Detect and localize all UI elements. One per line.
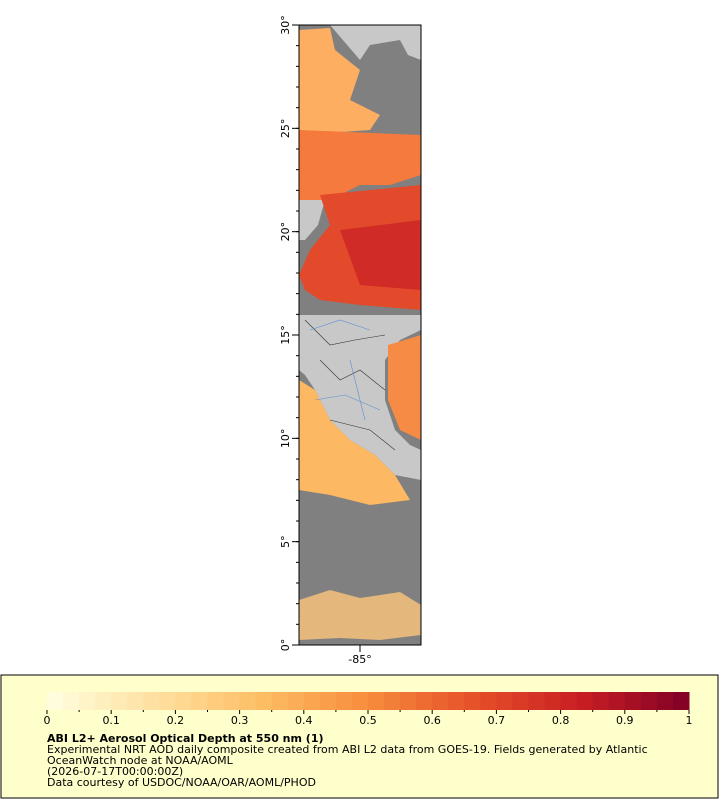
- colorbar-swatch: [560, 692, 578, 710]
- colorbar-tick-label: 0: [44, 714, 51, 727]
- colorbar-swatch: [592, 692, 610, 710]
- colorbar-tick-label: 0.4: [295, 714, 313, 727]
- aerosol-patch: [299, 130, 421, 200]
- y-tick-label: 10°: [279, 429, 292, 449]
- colorbar-swatch: [143, 692, 160, 710]
- border-line: [304, 319, 396, 451]
- colorbar-swatch: [47, 692, 64, 710]
- colorbar-swatch: [400, 692, 417, 710]
- colorbar-swatch: [448, 692, 465, 710]
- legend-line: Experimental NRT AOD daily composite cre…: [47, 743, 648, 756]
- colorbar-swatch: [127, 692, 144, 710]
- aerosol-patch: [299, 28, 380, 135]
- colorbar-swatch: [351, 692, 369, 710]
- colorbar-swatch: [255, 692, 273, 710]
- colorbar-swatch: [384, 692, 401, 710]
- colorbar-swatch: [303, 692, 321, 710]
- colorbar-swatch: [544, 692, 562, 710]
- colorbar-tick-label: 0.7: [488, 714, 506, 727]
- colorbar-swatch: [111, 692, 128, 710]
- aerosol-patch: [340, 220, 421, 290]
- colorbar-swatch: [287, 692, 305, 710]
- x-tick-label: -85°: [348, 653, 371, 666]
- legend-line: OceanWatch node at NOAA/AOML: [47, 754, 234, 767]
- colorbar-tick-label: 0.5: [359, 714, 377, 727]
- legend-title: ABI L2+ Aerosol Optical Depth at 550 nm …: [47, 732, 324, 745]
- colorbar-swatch: [63, 692, 80, 710]
- colorbar-swatch: [223, 692, 241, 710]
- colorbar-swatch: [496, 692, 513, 710]
- y-tick-label: 0°: [279, 639, 292, 652]
- aerosol-patch: [388, 335, 421, 440]
- colorbar-tick-label: 0.8: [552, 714, 570, 727]
- legend-line: (2026-07-17T00:00:00Z): [47, 765, 183, 778]
- colorbar-swatch: [319, 692, 337, 710]
- colorbar-swatch: [464, 692, 481, 710]
- colorbar-swatch: [640, 692, 658, 710]
- colorbar-swatch: [239, 692, 257, 710]
- colorbar-swatch: [368, 692, 385, 710]
- y-tick-label: 5°: [279, 535, 292, 548]
- legend-line: Data courtesy of USDOC/NOAA/OAR/AOML/PHO…: [47, 776, 316, 789]
- land: [299, 195, 325, 240]
- colorbar: 0 0.1 0.2 0.3 0.4 0.5 0.6 0.7 0.8 0.9 1: [44, 692, 693, 727]
- colorbar-swatch: [624, 692, 642, 710]
- y-tick-label: 20°: [279, 222, 292, 242]
- axes: 0° 5° 10° 15° 20° 25° 30° -85°: [279, 15, 372, 666]
- colorbar-tick-label: 0.6: [423, 714, 441, 727]
- colorbar-swatch: [576, 692, 594, 710]
- colorbar-tick-label: 1: [686, 714, 693, 727]
- colorbar-swatch: [656, 692, 674, 710]
- colorbar-swatch: [672, 692, 690, 710]
- colorbar-swatch: [79, 692, 96, 710]
- colorbar-swatch: [528, 692, 546, 710]
- aerosol-patch: [299, 590, 421, 640]
- land: [330, 25, 421, 60]
- colorbar-tick-label: 0.2: [167, 714, 185, 727]
- colorbar-swatch: [480, 692, 497, 710]
- colorbar-swatch: [432, 692, 449, 710]
- y-tick-label: 25°: [279, 119, 292, 139]
- colorbar-swatch: [95, 692, 112, 710]
- colorbar-swatch: [335, 692, 353, 710]
- colorbar-swatch: [159, 692, 176, 710]
- colorbar-swatch: [512, 692, 529, 710]
- colorbar-swatch: [191, 692, 208, 710]
- colorbar-tick-label: 0.1: [102, 714, 120, 727]
- colorbar-swatch: [207, 692, 225, 710]
- colorbar-swatch: [175, 692, 192, 710]
- map-area: [299, 25, 421, 645]
- colorbar-swatch: [271, 692, 289, 710]
- y-tick-label: 30°: [279, 15, 292, 35]
- y-tick-label: 15°: [279, 325, 292, 345]
- colorbar-tick-label: 0.9: [616, 714, 634, 727]
- river-line: [309, 319, 381, 421]
- colorbar-swatch: [416, 692, 433, 710]
- colorbar-tick-label: 0.3: [231, 714, 249, 727]
- aerosol-patch: [299, 380, 410, 505]
- land: [299, 315, 421, 480]
- colorbar-swatch: [608, 692, 626, 710]
